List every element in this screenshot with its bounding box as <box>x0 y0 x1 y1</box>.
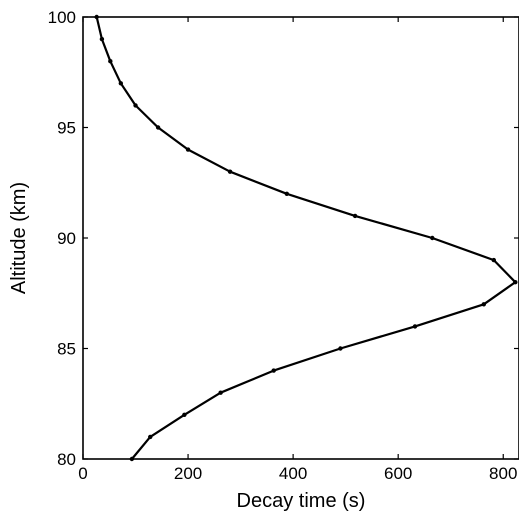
data-point <box>155 125 161 130</box>
x-tick-label: 800 <box>489 464 517 483</box>
data-point <box>513 280 518 285</box>
series-line <box>95 16 517 460</box>
data-point <box>430 235 435 241</box>
data-point <box>108 59 113 64</box>
y-tick-label: 90 <box>57 229 76 248</box>
data-point <box>491 257 496 263</box>
data-point <box>182 412 187 417</box>
y-tick-label: 85 <box>57 340 76 359</box>
x-tick-label: 0 <box>78 464 87 483</box>
y-tick-label: 95 <box>57 119 76 138</box>
data-point <box>271 368 276 373</box>
data-point <box>227 169 233 174</box>
y-tick-label: 80 <box>57 450 76 469</box>
data-point <box>99 36 105 42</box>
x-tick-label: 200 <box>174 464 202 483</box>
data-point <box>481 302 487 307</box>
y-axis-label: Altitude (km) <box>8 182 30 294</box>
data-point <box>148 434 153 440</box>
x-tick-label: 400 <box>279 464 307 483</box>
y-tick-label: 100 <box>48 8 76 27</box>
data-point <box>412 324 418 329</box>
data-point <box>218 390 223 395</box>
data-point <box>133 103 138 108</box>
x-tick-label: 600 <box>384 464 412 483</box>
data-point <box>284 191 290 196</box>
data-point <box>118 81 124 86</box>
data-point <box>338 346 343 351</box>
x-axis-label: Decay time (s) <box>237 490 366 512</box>
data-point <box>352 213 358 219</box>
data-point <box>185 147 191 152</box>
plot-frame <box>82 16 519 460</box>
